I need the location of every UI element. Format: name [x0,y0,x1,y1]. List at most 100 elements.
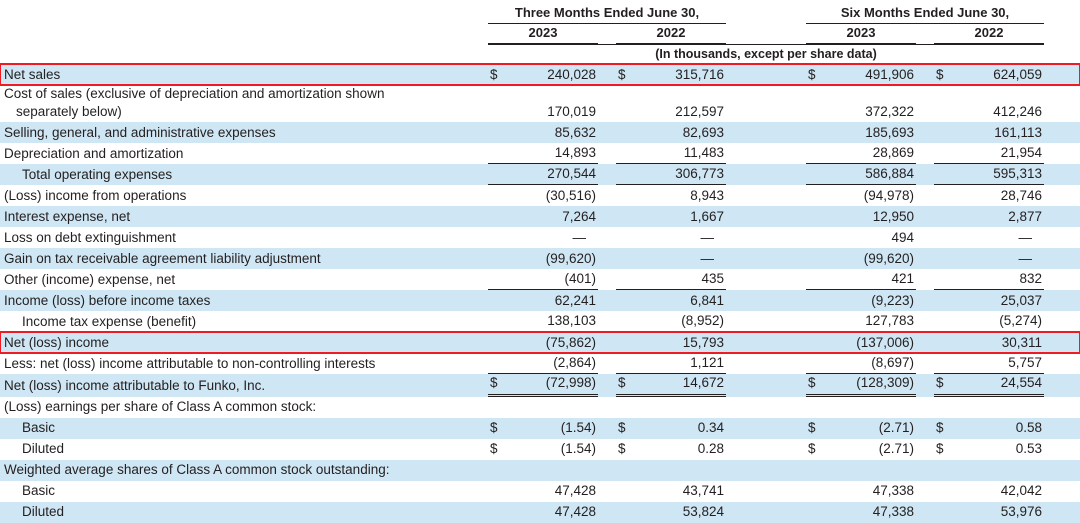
table-row: Interest expense, net 7,264 1,667 12,950 2,8… [0,206,1080,228]
dollar-sign-cell: $ [488,374,506,397]
dollar-sign-cell [616,351,634,353]
dollar-sign-cell [806,182,824,186]
dollar-sign-cell [488,521,506,523]
dollar-sign-cell: $ [618,441,626,457]
units-note: (In thousands, except per share data) [488,43,1044,64]
table-row: Loss on debt extinguishment — — 494 — [0,227,1080,248]
value-cell: 138,103 [506,312,598,333]
value-cell: 53,976 [1000,504,1042,520]
dollar-sign-cell [488,287,506,291]
value-cell: — [1018,250,1033,266]
table-row: Depreciation and amortization 14,893 11,48… [0,143,1080,165]
value-cell: (30,516) [545,187,596,203]
value-cell: (75,862) [545,334,596,350]
table-row: Gain on tax receivable agreement liabili… [0,248,1080,270]
value-cell: 5,757 [952,354,1044,375]
dollar-sign-cell [934,204,952,206]
row-label: Basic [22,483,56,499]
value-cell: 315,716 [675,66,724,82]
value-cell: 6,841 [690,292,724,308]
dollar-sign-cell [616,204,634,206]
dollar-sign-cell [934,120,952,122]
dollar-sign-cell [934,141,952,143]
value-cell: 435 [634,270,726,291]
table-row: Diluted $ (1.54) $0.28 $ (2.71) $0.53 [0,439,1080,460]
dollar-sign-cell [806,287,824,291]
value-cell: 624,059 [993,66,1042,82]
table-row-highlighted: Net (loss) income (75,862) 15,793 (137,006)… [0,331,1080,355]
dollar-sign-cell [806,225,824,227]
value-cell: 2,877 [1008,208,1042,224]
dollar-sign-cell: $ [616,374,634,397]
table-row: Other (income) expense, net (401) 435 421 83… [0,269,1080,291]
dollar-sign-cell: $ [808,420,816,436]
dollar-sign-cell: $ [808,66,816,82]
table-row: Basic 47,428 43,741 47,338 42,042 [0,481,1080,502]
value-cell: (1.54) [560,441,596,457]
row-label: Net (loss) income [4,334,110,350]
value-cell: 491,906 [865,66,914,82]
value-cell: (99,620) [545,250,596,266]
dollar-sign-cell: $ [490,441,498,457]
dollar-sign-cell [488,141,506,143]
dollar-sign-cell [488,204,506,206]
table-row-highlighted: Net sales $240,028 $315,716 $491,906 $624,05… [0,63,1080,87]
value-cell: 30,311 [1001,334,1042,350]
dollar-sign-cell [806,120,824,122]
dollar-sign-cell [934,500,952,502]
year-header: 2023 [488,25,598,44]
value-cell: (8,952) [634,312,726,333]
value-cell: (1.54) [560,420,596,436]
row-label: Cost of sales (exclusive of depreciation… [4,86,385,119]
value-cell: 15,793 [682,334,724,350]
row-label: Other (income) expense, net [4,271,176,287]
dollar-sign-cell [488,225,506,227]
dollar-sign-cell [934,309,952,311]
row-label: Net sales [4,66,61,82]
dollar-sign-cell [488,161,506,165]
value-cell: 270,544 [506,165,598,186]
dollar-sign-cell: $ [936,441,944,457]
value-cell: (94,978) [863,187,914,203]
value-cell: 212,597 [675,103,724,119]
dollar-sign-cell [616,267,634,269]
dollar-sign-cell [934,521,952,523]
table-row: Income (loss) before income taxes 62,241 6… [0,290,1080,312]
dollar-sign-cell [934,267,952,269]
value-cell: 0.34 [697,420,724,436]
row-label: Net (loss) income attributable to Funko,… [4,378,266,394]
table-row: Total operating expenses 270,544 306,773 58… [0,164,1080,186]
year-header: 2022 [616,25,726,44]
value-cell: (72,998) [506,374,598,397]
dollar-sign-cell [806,204,824,206]
column-group-header: Six Months Ended June 30, [806,5,1044,24]
dollar-sign-cell [806,141,824,143]
dollar-sign-cell [616,141,634,143]
dollar-sign-cell: $ [936,420,944,436]
dollar-sign-cell [616,182,634,186]
dollar-sign-cell [488,267,506,269]
table-row: Basic $ (1.54) $0.34 $ (2.71) $0.58 [0,417,1080,439]
value-cell: 28,869 [824,144,916,165]
units-note-row: (In thousands, except per share data) [0,43,1080,64]
value-cell: 47,428 [554,504,596,520]
dollar-sign-cell [934,287,952,291]
dollar-sign-cell [488,246,506,248]
dollar-sign-cell [934,351,952,353]
value-cell: (2.71) [878,441,914,457]
value-cell: 85,632 [554,124,596,140]
value-cell: (137,006) [856,334,914,350]
dollar-sign-cell: $ [934,374,952,397]
dollar-sign-cell [806,521,824,523]
dollar-sign-cell [488,182,506,186]
dollar-sign-cell [616,120,634,122]
value-cell: 82,693 [682,124,724,140]
column-group-header-row: Three Months Ended June 30, Six Months En… [0,5,1080,24]
dollar-sign-cell: $ [808,441,816,457]
dollar-sign-cell [934,182,952,186]
column-group-header: Three Months Ended June 30, [488,5,726,24]
value-cell: 170,019 [547,103,596,119]
dollar-sign-cell [806,309,824,311]
dollar-sign-cell: $ [490,420,498,436]
